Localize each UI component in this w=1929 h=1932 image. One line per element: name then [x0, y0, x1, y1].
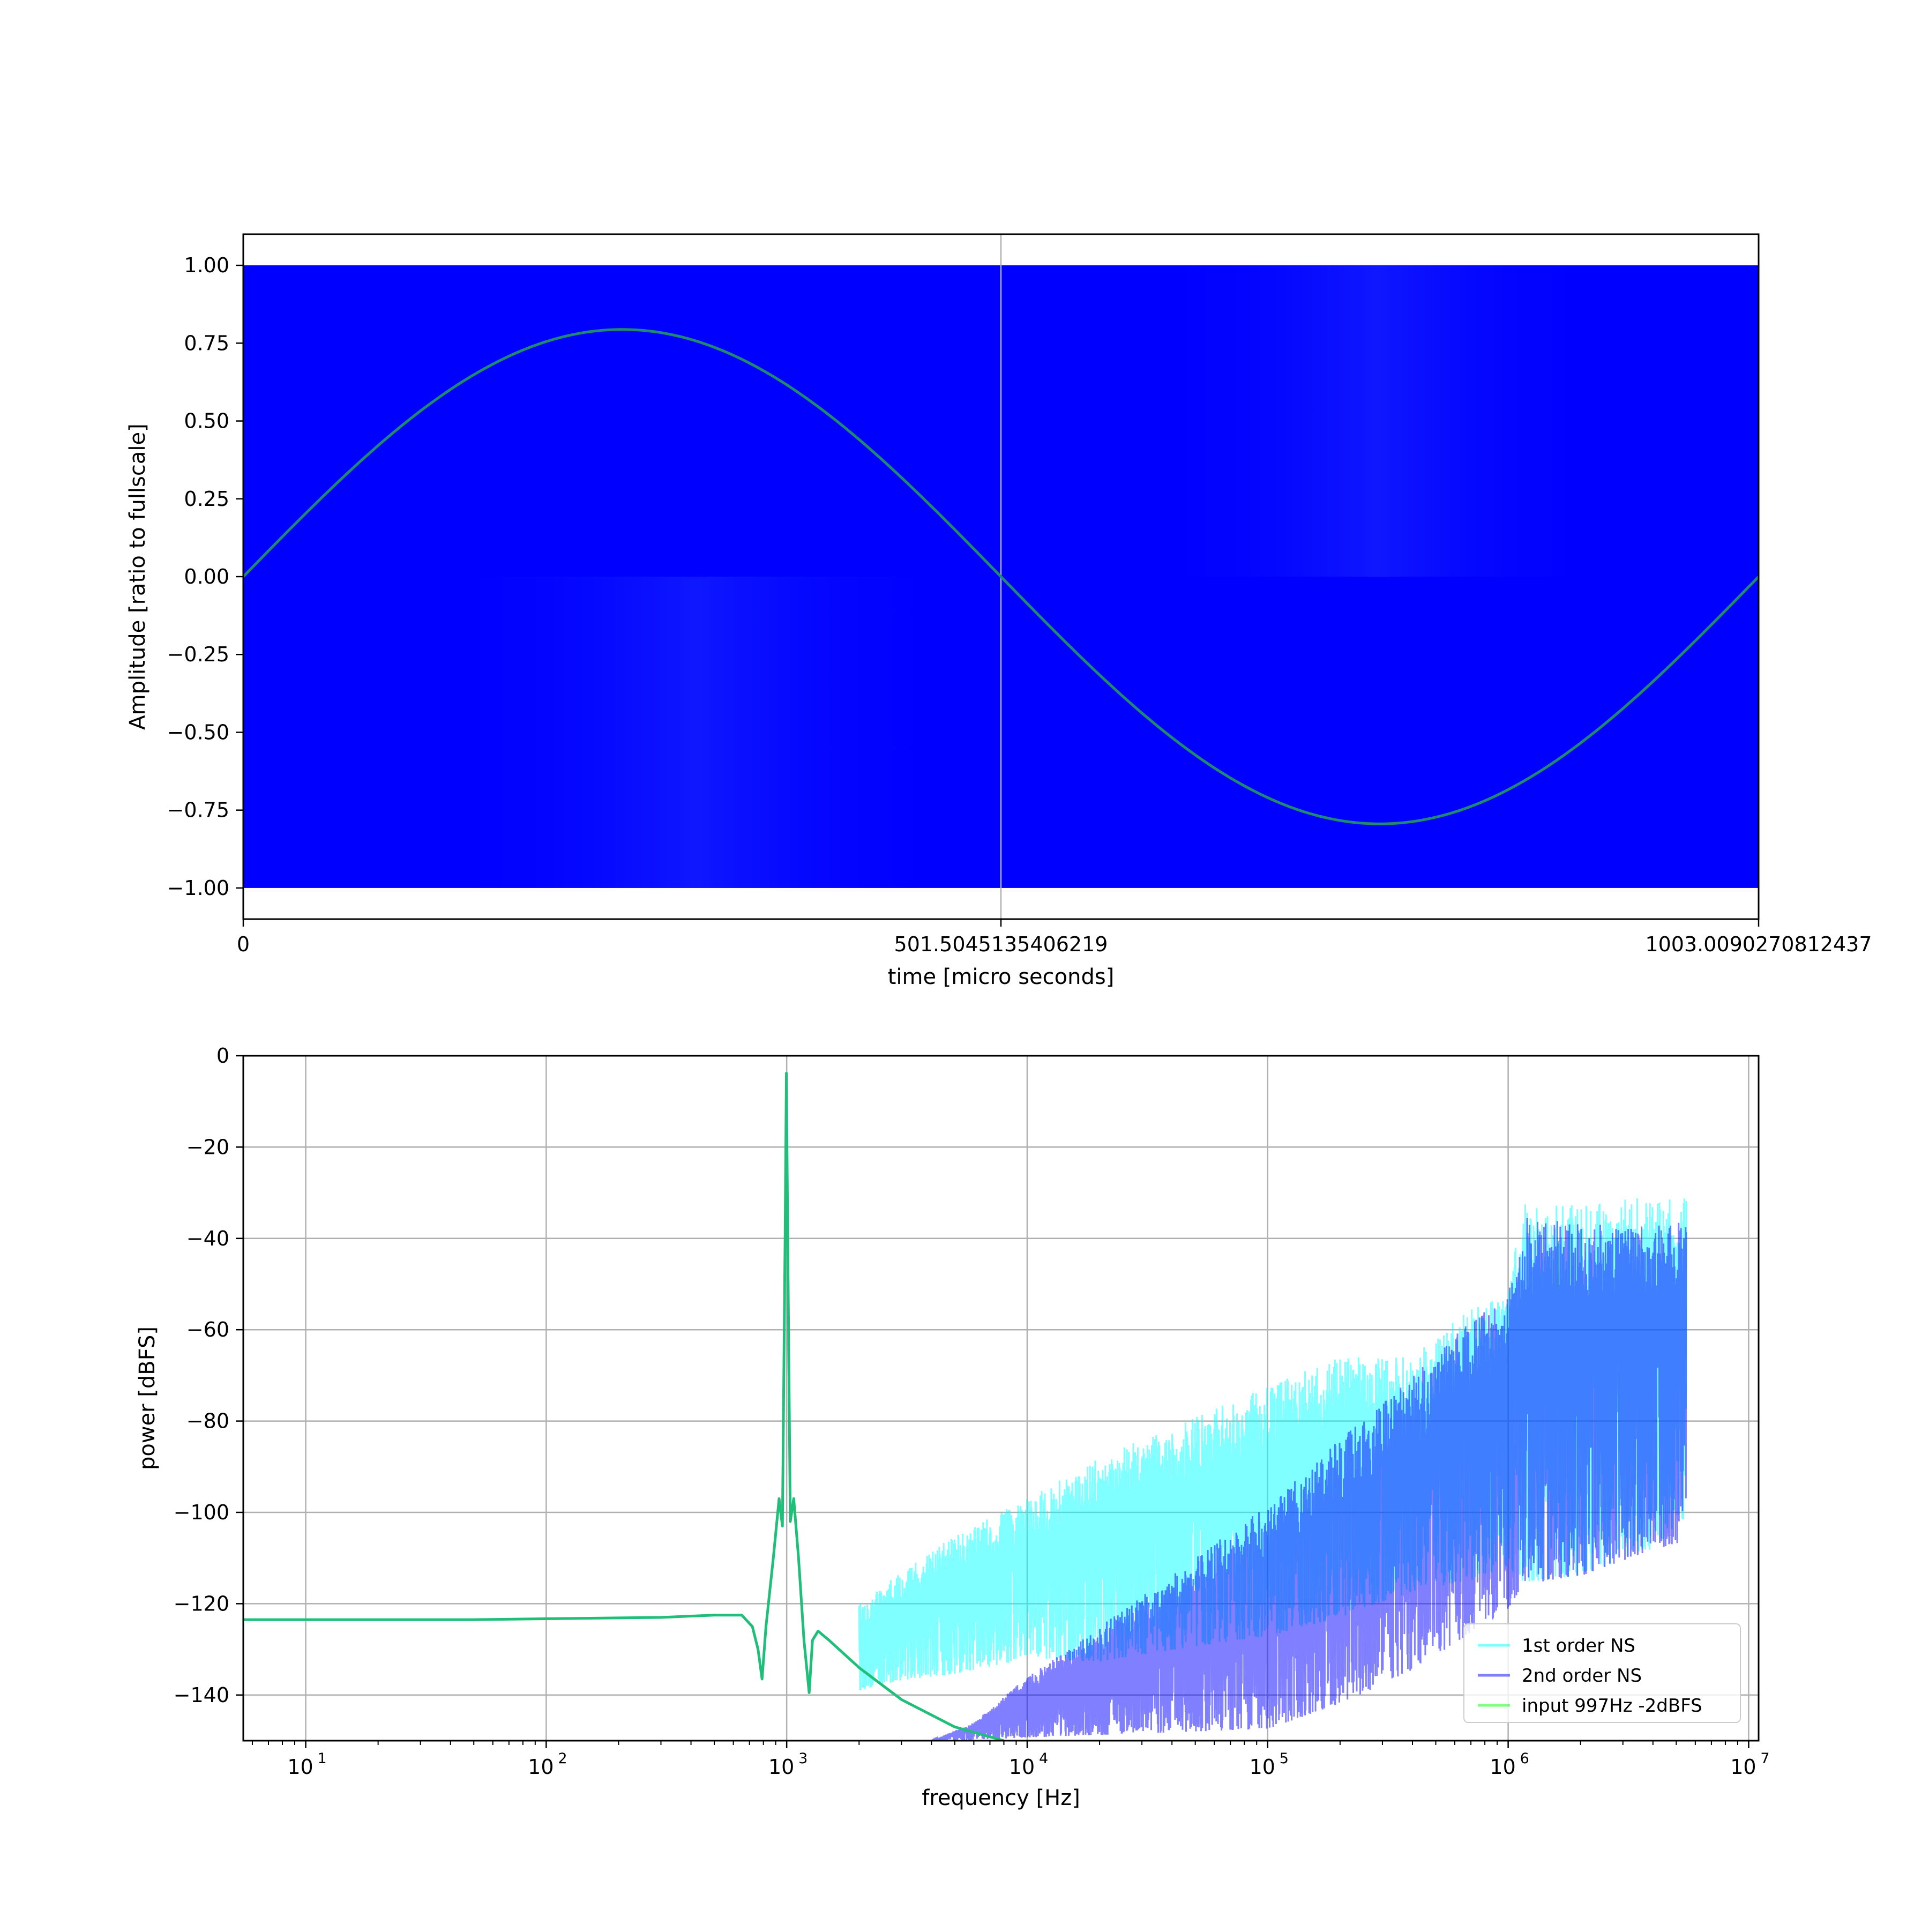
- bitstream-density-negative: [439, 577, 954, 888]
- time-y-axis-label: Amplitude [ratio to fullscale]: [125, 423, 150, 729]
- spectrum-y-tick-label: −100: [174, 1501, 229, 1524]
- time-x-tick-label: 1003.0090270812437: [1645, 933, 1872, 956]
- spectrum-x-tick-base: 10: [1250, 1755, 1275, 1779]
- time-y-tick-label: −0.25: [167, 643, 229, 666]
- spectrum-y-tick-label: −20: [186, 1135, 229, 1159]
- spectrum-x-tick-base: 10: [1009, 1755, 1035, 1779]
- time-y-tick-label: −1.00: [167, 876, 229, 900]
- input-tone-line: [243, 1071, 1005, 1741]
- spectrum-x-tick-base: 10: [528, 1755, 554, 1779]
- time-x-tick-label: 0: [237, 933, 250, 956]
- legend-box: [1463, 1623, 1741, 1723]
- spectrum-x-tick-base: 10: [1730, 1755, 1756, 1779]
- time-y-tick-label: −0.50: [167, 720, 229, 744]
- second-order-ns-line: [931, 1218, 1687, 1741]
- spectrum-y-tick-label: 0: [216, 1044, 229, 1068]
- spectrum-plot: 0−20−40−60−80−100−120−140 10 1 10 2 10 3 10 4 10…: [135, 1044, 1770, 1810]
- bitstream-density-positive: [1149, 265, 1603, 577]
- spectrum-y-axis-label: power [dBFS]: [135, 1326, 160, 1470]
- spectrum-x-tick-base: 10: [1490, 1755, 1515, 1779]
- spectrum-x-tick-exponent: 6: [1520, 1750, 1529, 1767]
- time-y-tick-label: 0.25: [184, 487, 229, 511]
- spectrum-y-tick-label: −120: [174, 1592, 229, 1615]
- spectrum-y-tick-label: −60: [186, 1318, 229, 1341]
- spectrum-y-tick-label: −40: [186, 1227, 229, 1250]
- time-domain-plot: 1.00 0.75 0.50 0.25 0.00 −0.25 −0.50 −0.75 −1.00…: [125, 233, 1872, 989]
- spectrum-x-tick-exponent: 5: [1280, 1750, 1289, 1767]
- spectrum-x-tick-base: 10: [768, 1755, 794, 1779]
- spectrum-x-tick-exponent: 4: [1039, 1750, 1048, 1767]
- spectrum-x-minor-ticks: [251, 1741, 1738, 1745]
- time-y-ticks: 1.00 0.75 0.50 0.25 0.00 −0.25 −0.50 −0.75 −1.00: [167, 253, 243, 900]
- spectrum-plot-frame: [242, 1055, 1760, 1742]
- spectrum-y-tick-label: −80: [186, 1409, 229, 1433]
- time-x-ticks: 0 501.5045135406219 1003.0090270812437: [237, 919, 1872, 956]
- spectrum-x-tick-base: 10: [287, 1755, 313, 1779]
- legend-label: 1st order NS: [1522, 1635, 1635, 1657]
- time-y-tick-label: 0.00: [184, 565, 229, 588]
- sine-line: [243, 328, 1759, 825]
- spectrum-x-axis-label: frequency [Hz]: [922, 1786, 1080, 1810]
- time-y-tick-label: 0.75: [184, 331, 229, 355]
- spectrum-x-tick-exponent: 3: [798, 1750, 808, 1767]
- sine-series: [243, 328, 1759, 825]
- spectrum-y-tick-label: −140: [174, 1683, 229, 1707]
- legend-label: 2nd order NS: [1522, 1665, 1642, 1687]
- time-x-axis-label: time [micro seconds]: [888, 965, 1115, 989]
- spectrum-x-ticks: 10 1 10 2 10 3 10 4 10 5 10 6 10 7: [287, 1741, 1770, 1779]
- spectrum-x-tick-exponent: 1: [318, 1750, 327, 1767]
- legend-label: input 997Hz -2dBFS: [1522, 1695, 1702, 1717]
- spectrum-y-ticks: 0 −20 −40 −60 −80 −100 −120 −140: [174, 1044, 243, 1707]
- spectrum-x-tick-exponent: 7: [1760, 1750, 1769, 1767]
- time-y-tick-label: 1.00: [184, 253, 229, 277]
- legend: 1st order NS 2nd order NS input 997Hz -2dB…: [1463, 1623, 1741, 1723]
- spectrum-series: [243, 1071, 1687, 1741]
- spectrum-x-tick-exponent: 2: [558, 1750, 567, 1767]
- time-y-tick-label: −0.75: [167, 799, 229, 822]
- time-y-tick-label: 0.50: [184, 409, 229, 433]
- time-x-tick-label: 501.5045135406219: [894, 933, 1108, 956]
